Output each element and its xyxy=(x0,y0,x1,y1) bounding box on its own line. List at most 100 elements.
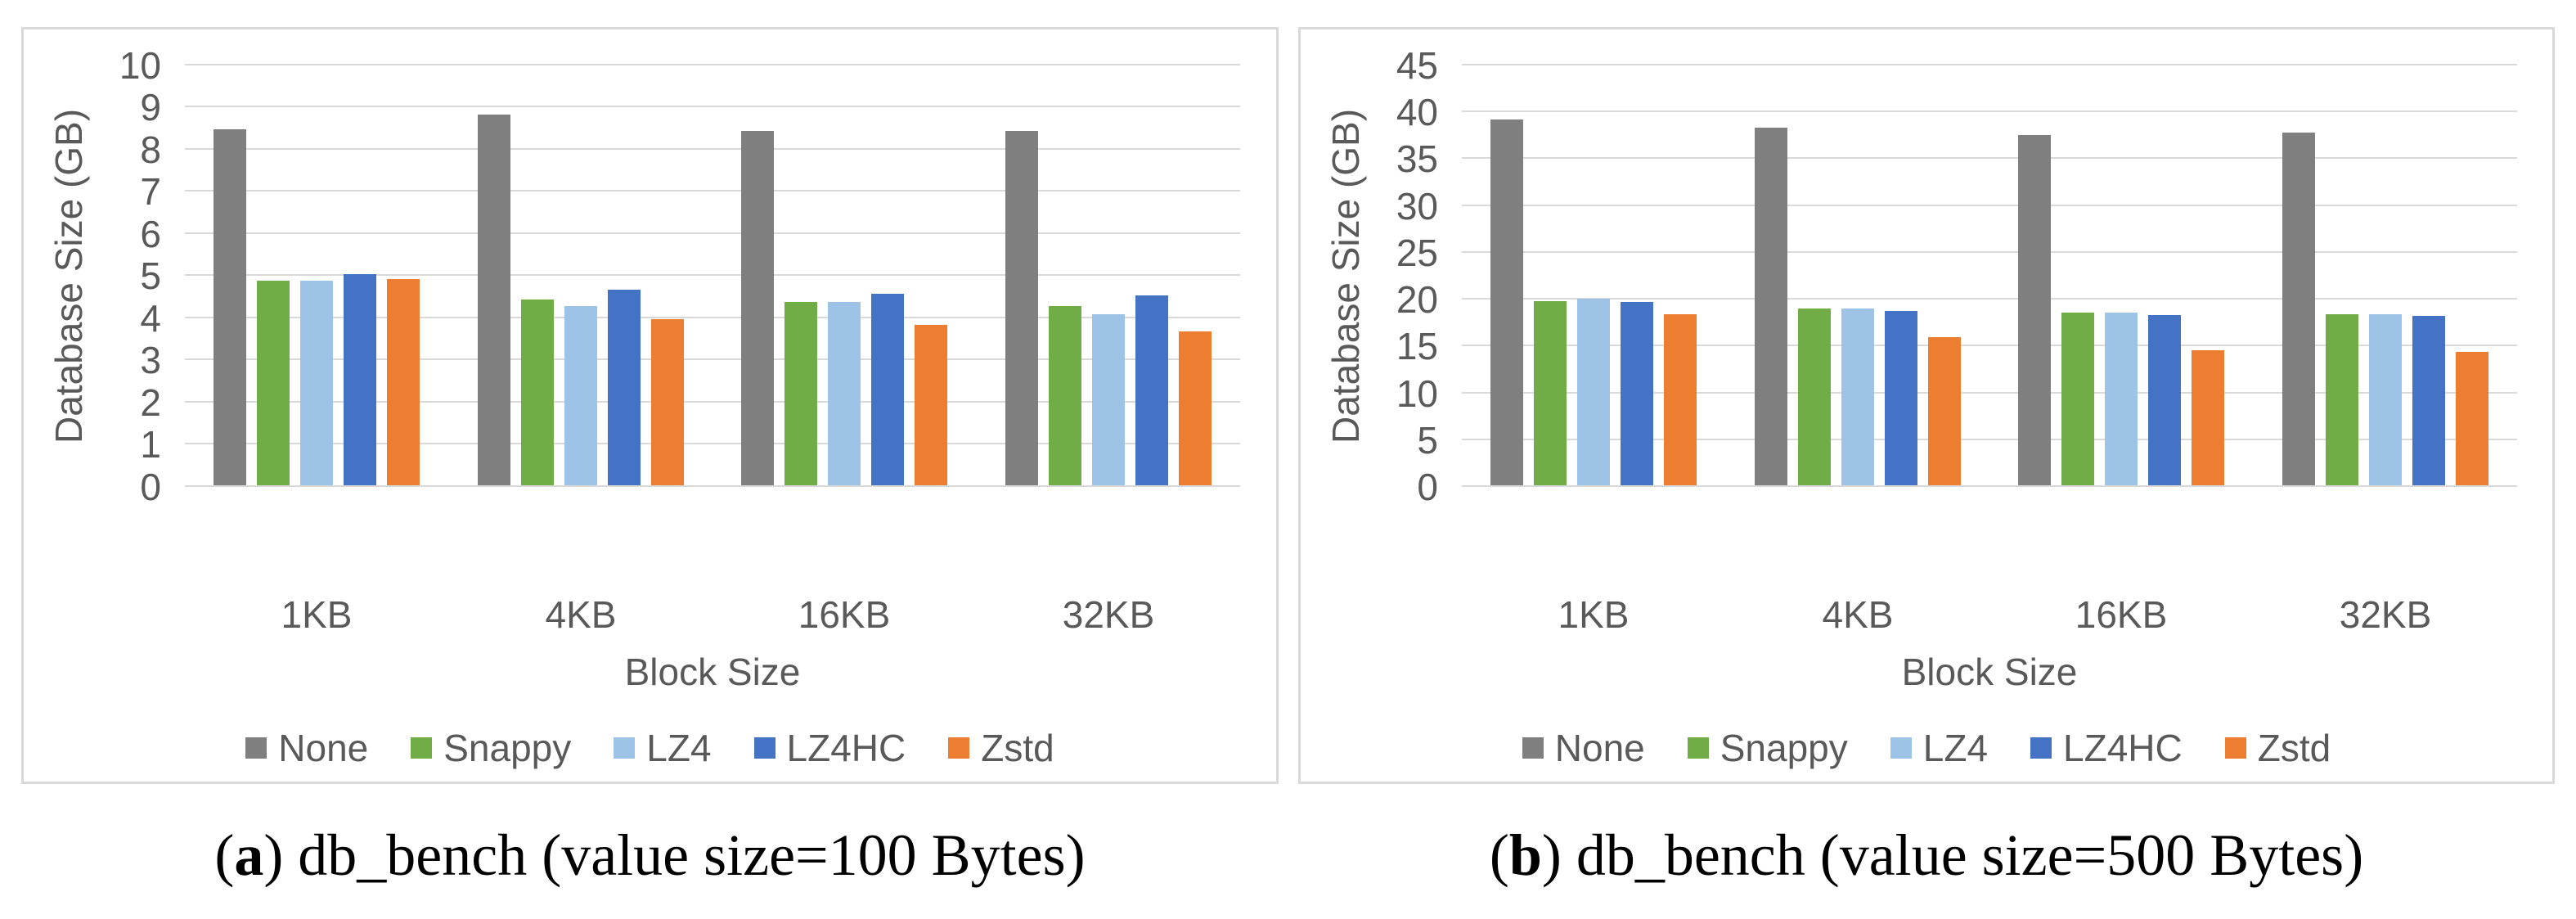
bar-lz4-32kb xyxy=(2369,314,2402,485)
bar-none-4kb xyxy=(478,115,510,485)
caption-prefix: ( xyxy=(214,822,235,888)
legend-label-none: None xyxy=(278,727,369,769)
legend-item-none: None xyxy=(1522,729,1645,767)
bar-snappy-16kb xyxy=(2061,313,2094,485)
x-axis-category-labels: 1KB 4KB 16KB 32KB xyxy=(1462,596,2517,637)
legend-marker-lz4 xyxy=(614,737,636,759)
y-tick-label-7: 7 xyxy=(140,170,161,213)
plot-area xyxy=(185,64,1240,487)
bar-none-1kb xyxy=(214,129,246,485)
bar-none-16kb xyxy=(2018,135,2051,485)
category-label-16kb: 16KB xyxy=(798,593,891,636)
bar-lz4-4kb xyxy=(564,306,597,485)
gridline-9 xyxy=(185,106,1240,107)
legend-label-lz4hc: LZ4HC xyxy=(786,727,906,769)
caption-text: ) db_bench (value size=100 Bytes) xyxy=(263,822,1086,888)
bar-zstd-16kb xyxy=(2192,350,2224,485)
legend-marker-lz4hc xyxy=(2030,737,2052,759)
category-label-4kb: 4KB xyxy=(1822,593,1894,636)
gridline-35 xyxy=(1462,157,2517,159)
legend-label-lz4: LZ4 xyxy=(646,727,712,769)
bar-cluster-4KB xyxy=(1755,128,1961,485)
gridline-6 xyxy=(185,232,1240,234)
bar-none-32kb xyxy=(2282,133,2315,485)
caption-text: ) db_bench (value size=500 Bytes) xyxy=(1541,822,2364,888)
y-tick-label-3: 3 xyxy=(140,339,161,381)
x-axis-title: Block Size xyxy=(624,651,801,693)
bar-lz4hc-32kb xyxy=(1135,295,1168,485)
y-axis-tick-labels: 0 1 2 3 4 5 6 7 8 9 10 xyxy=(24,47,161,506)
caption-prefix: ( xyxy=(1489,822,1509,888)
caption-letter: b xyxy=(1508,822,1542,888)
legend-label-lz4hc: LZ4HC xyxy=(2063,727,2183,769)
bar-snappy-32kb xyxy=(2326,314,2358,485)
chart-panel-a: Database Size (GB) 0 1 2 3 4 5 6 7 8 9 10 1KB 4KB 16… xyxy=(21,27,1279,784)
gridline-20 xyxy=(1462,298,2517,300)
category-label-1kb: 1KB xyxy=(1558,593,1630,636)
bar-lz4-1kb xyxy=(1577,299,1610,485)
y-tick-label-20: 20 xyxy=(1396,278,1438,321)
y-tick-label-6: 6 xyxy=(140,213,161,255)
y-tick-label-45: 45 xyxy=(1396,44,1438,87)
legend-label-snappy: Snappy xyxy=(1720,727,1848,769)
bar-lz4hc-1kb xyxy=(1621,302,1653,485)
bar-lz4-1kb xyxy=(300,281,333,485)
bar-zstd-16kb xyxy=(915,325,947,485)
chart-panel-b: Database Size (GB) 0 5 10 15 20 25 30 35 40 45 1K… xyxy=(1298,27,2555,784)
gridline-45 xyxy=(1462,64,2517,65)
gridline-0 xyxy=(1462,485,2517,487)
bar-lz4hc-16kb xyxy=(871,294,904,485)
y-axis-tick-labels: 0 5 10 15 20 25 30 35 40 45 xyxy=(1301,47,1438,506)
bar-zstd-1kb xyxy=(1664,314,1697,485)
gridline-4 xyxy=(185,317,1240,318)
bar-snappy-4kb xyxy=(521,300,554,485)
gridline-2 xyxy=(185,401,1240,403)
legend-marker-zstd xyxy=(948,737,970,759)
bar-lz4hc-4kb xyxy=(1885,311,1917,485)
bar-lz4-16kb xyxy=(2105,313,2138,485)
legend-label-none: None xyxy=(1554,727,1645,769)
bar-snappy-1kb xyxy=(257,281,290,485)
bar-lz4hc-1kb xyxy=(344,274,376,485)
bar-cluster-32KB xyxy=(1005,131,1212,485)
gridline-25 xyxy=(1462,251,2517,253)
bar-none-32kb xyxy=(1005,131,1038,485)
y-tick-label-10: 10 xyxy=(119,44,161,87)
legend-marker-snappy xyxy=(1687,737,1709,759)
y-tick-label-0: 0 xyxy=(1417,466,1438,508)
legend: None Snappy LZ4 LZ4HC Zstd xyxy=(24,729,1276,767)
y-tick-label-2: 2 xyxy=(140,381,161,424)
y-tick-label-5: 5 xyxy=(1417,419,1438,462)
x-axis-category-labels: 1KB 4KB 16KB 32KB xyxy=(185,596,1240,637)
y-tick-label-0: 0 xyxy=(140,466,161,508)
category-label-32kb: 32KB xyxy=(2339,593,2432,636)
gridline-10 xyxy=(1462,392,2517,394)
bar-lz4-16kb xyxy=(828,302,861,485)
y-tick-label-40: 40 xyxy=(1396,91,1438,133)
y-tick-label-8: 8 xyxy=(140,128,161,171)
legend-label-snappy: Snappy xyxy=(443,727,572,769)
legend-item-lz4: LZ4 xyxy=(614,727,712,769)
gridline-5 xyxy=(185,274,1240,276)
y-tick-label-25: 25 xyxy=(1396,232,1438,274)
legend-item-lz4hc: LZ4HC xyxy=(753,727,906,769)
gridline-3 xyxy=(185,358,1240,360)
bar-none-4kb xyxy=(1755,128,1787,485)
legend-marker-lz4 xyxy=(1890,737,1912,759)
plot-area xyxy=(1462,64,2517,487)
gridline-15 xyxy=(1462,345,2517,346)
legend-item-snappy: Snappy xyxy=(411,729,571,767)
legend-marker-snappy xyxy=(411,737,433,759)
gridline-30 xyxy=(1462,205,2517,206)
bar-snappy-32kb xyxy=(1049,306,1081,485)
legend: None Snappy LZ4 LZ4HC Zstd xyxy=(1301,729,2552,767)
bar-lz4hc-16kb xyxy=(2148,315,2181,485)
gridline-7 xyxy=(185,190,1240,191)
legend-item-zstd: Zstd xyxy=(948,729,1054,767)
legend-item-snappy: Snappy xyxy=(1687,727,1848,769)
gridline-8 xyxy=(185,148,1240,150)
y-tick-label-35: 35 xyxy=(1396,137,1438,180)
bar-snappy-1kb xyxy=(1534,301,1567,485)
legend-item-none: None xyxy=(245,729,368,767)
legend-item-zstd: Zstd xyxy=(2224,729,2331,767)
